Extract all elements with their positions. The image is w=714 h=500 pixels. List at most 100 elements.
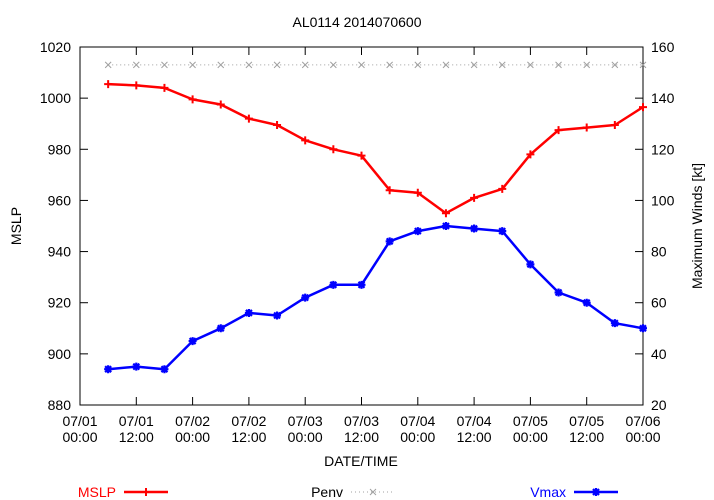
y-tick-label: 960 <box>48 192 72 208</box>
y2-tick-label: 160 <box>651 39 675 55</box>
data-point-mslp <box>582 123 591 132</box>
y-axis-right: 20 40 60 80 100 120 140 160 <box>635 39 675 413</box>
data-point-mslp <box>470 193 479 202</box>
data-point-mslp <box>273 120 282 129</box>
x-tick-label-time: 12:00 <box>569 429 604 445</box>
x-tick-label-time: 00:00 <box>400 429 435 445</box>
data-point-mslp <box>329 145 338 154</box>
data-point-vmax <box>385 237 394 246</box>
y-tick-label: 900 <box>48 346 72 362</box>
y2-tick-label: 80 <box>651 244 667 260</box>
data-point-mslp <box>554 126 563 135</box>
data-point-vmax <box>104 365 113 374</box>
x-tick-label-date: 07/03 <box>344 413 379 429</box>
data-point-mslp <box>413 188 422 197</box>
data-point-penv <box>132 61 140 69</box>
data-point-vmax <box>639 324 647 333</box>
data-point-mslp <box>526 150 535 159</box>
x-tick-label-time: 00:00 <box>513 429 548 445</box>
data-point-vmax <box>160 365 169 374</box>
data-point-mslp <box>160 83 169 92</box>
x-axis: 07/0100:0007/0112:0007/0200:0007/0212:00… <box>62 47 661 445</box>
y2-tick-label: 140 <box>651 90 675 106</box>
series-line-mslp <box>108 82 644 215</box>
legend-sample-mslp <box>124 488 168 496</box>
chart-title: AL0114 2014070600 <box>293 14 422 30</box>
data-point-mslp <box>244 114 253 123</box>
legend-marker-vmax <box>592 488 600 496</box>
x-tick-label-time: 12:00 <box>119 429 154 445</box>
data-point-vmax <box>301 293 310 302</box>
x-tick-label-time: 00:00 <box>288 429 323 445</box>
x-tick-label-time: 12:00 <box>344 429 379 445</box>
legend-marker-penv <box>369 488 377 496</box>
x-tick-label-time: 12:00 <box>231 429 266 445</box>
data-point-penv <box>329 61 337 69</box>
data-point-penv <box>583 61 591 69</box>
plot-frame <box>79 46 644 406</box>
data-point-penv <box>414 61 422 69</box>
x-tick-label-date: 07/06 <box>625 413 660 429</box>
data-point-vmax <box>582 298 591 307</box>
x-tick-label-time: 12:00 <box>457 429 492 445</box>
series-layer <box>104 61 647 374</box>
data-point-mslp <box>385 186 394 195</box>
y2-tick-label: 40 <box>651 346 667 362</box>
x-tick-label-time: 00:00 <box>62 429 97 445</box>
legend-label-vmax: Vmax <box>530 484 566 500</box>
series-line-vmax <box>108 224 644 371</box>
legend-sample-penv <box>351 488 395 496</box>
legend: MSLP Penv Vmax <box>78 484 618 500</box>
data-point-mslp <box>357 151 366 160</box>
data-point-vmax <box>498 227 507 236</box>
data-point-vmax <box>470 224 479 233</box>
data-point-penv <box>161 61 168 69</box>
data-point-penv <box>273 61 281 69</box>
y2-tick-label: 60 <box>651 295 667 311</box>
data-point-vmax <box>216 324 225 333</box>
x-tick-label-date: 07/04 <box>457 413 492 429</box>
legend-label-mslp: MSLP <box>78 484 116 500</box>
y-tick-label: 940 <box>48 244 72 260</box>
data-point-penv <box>301 61 309 69</box>
data-point-mslp <box>639 103 647 112</box>
data-point-vmax <box>188 337 197 346</box>
legend-label-penv: Penv <box>311 484 343 500</box>
x-tick-label-date: 07/05 <box>513 413 548 429</box>
x-axis-title: DATE/TIME <box>324 453 398 469</box>
data-point-vmax <box>244 308 253 317</box>
x-tick-label-date: 07/01 <box>119 413 154 429</box>
data-point-mslp <box>441 209 450 218</box>
x-tick-label-date: 07/05 <box>569 413 604 429</box>
data-point-penv <box>217 61 225 69</box>
data-point-vmax <box>526 260 535 269</box>
x-tick-label-date: 07/01 <box>62 413 97 429</box>
x-tick-label-date: 07/04 <box>400 413 435 429</box>
data-point-mslp <box>216 100 225 109</box>
x-tick-label-time: 00:00 <box>175 429 210 445</box>
x-tick-label-date: 07/02 <box>231 413 266 429</box>
data-point-penv <box>386 61 394 69</box>
y2-tick-label: 20 <box>651 397 667 413</box>
data-point-vmax <box>273 311 282 320</box>
data-point-penv <box>555 61 562 69</box>
data-point-penv <box>245 61 253 69</box>
data-point-penv <box>442 61 450 69</box>
data-point-mslp <box>498 184 507 193</box>
y-tick-label: 1020 <box>40 39 71 55</box>
y-tick-label: 920 <box>48 295 72 311</box>
data-point-vmax <box>132 362 141 371</box>
data-point-penv <box>639 61 647 69</box>
y2-tick-label: 120 <box>651 141 675 157</box>
data-point-penv <box>470 61 478 69</box>
y2-axis-title: Maximum Winds [kt] <box>689 163 705 289</box>
y-axis-left: 880 900 920 940 960 980 1000 1020 <box>40 39 88 413</box>
data-point-penv <box>611 61 619 69</box>
x-tick-label-date: 07/02 <box>175 413 210 429</box>
y2-tick-label: 100 <box>651 192 675 208</box>
data-point-vmax <box>413 227 422 236</box>
x-tick-label-date: 07/03 <box>288 413 323 429</box>
data-point-penv <box>358 61 365 69</box>
y-tick-label: 980 <box>48 141 72 157</box>
